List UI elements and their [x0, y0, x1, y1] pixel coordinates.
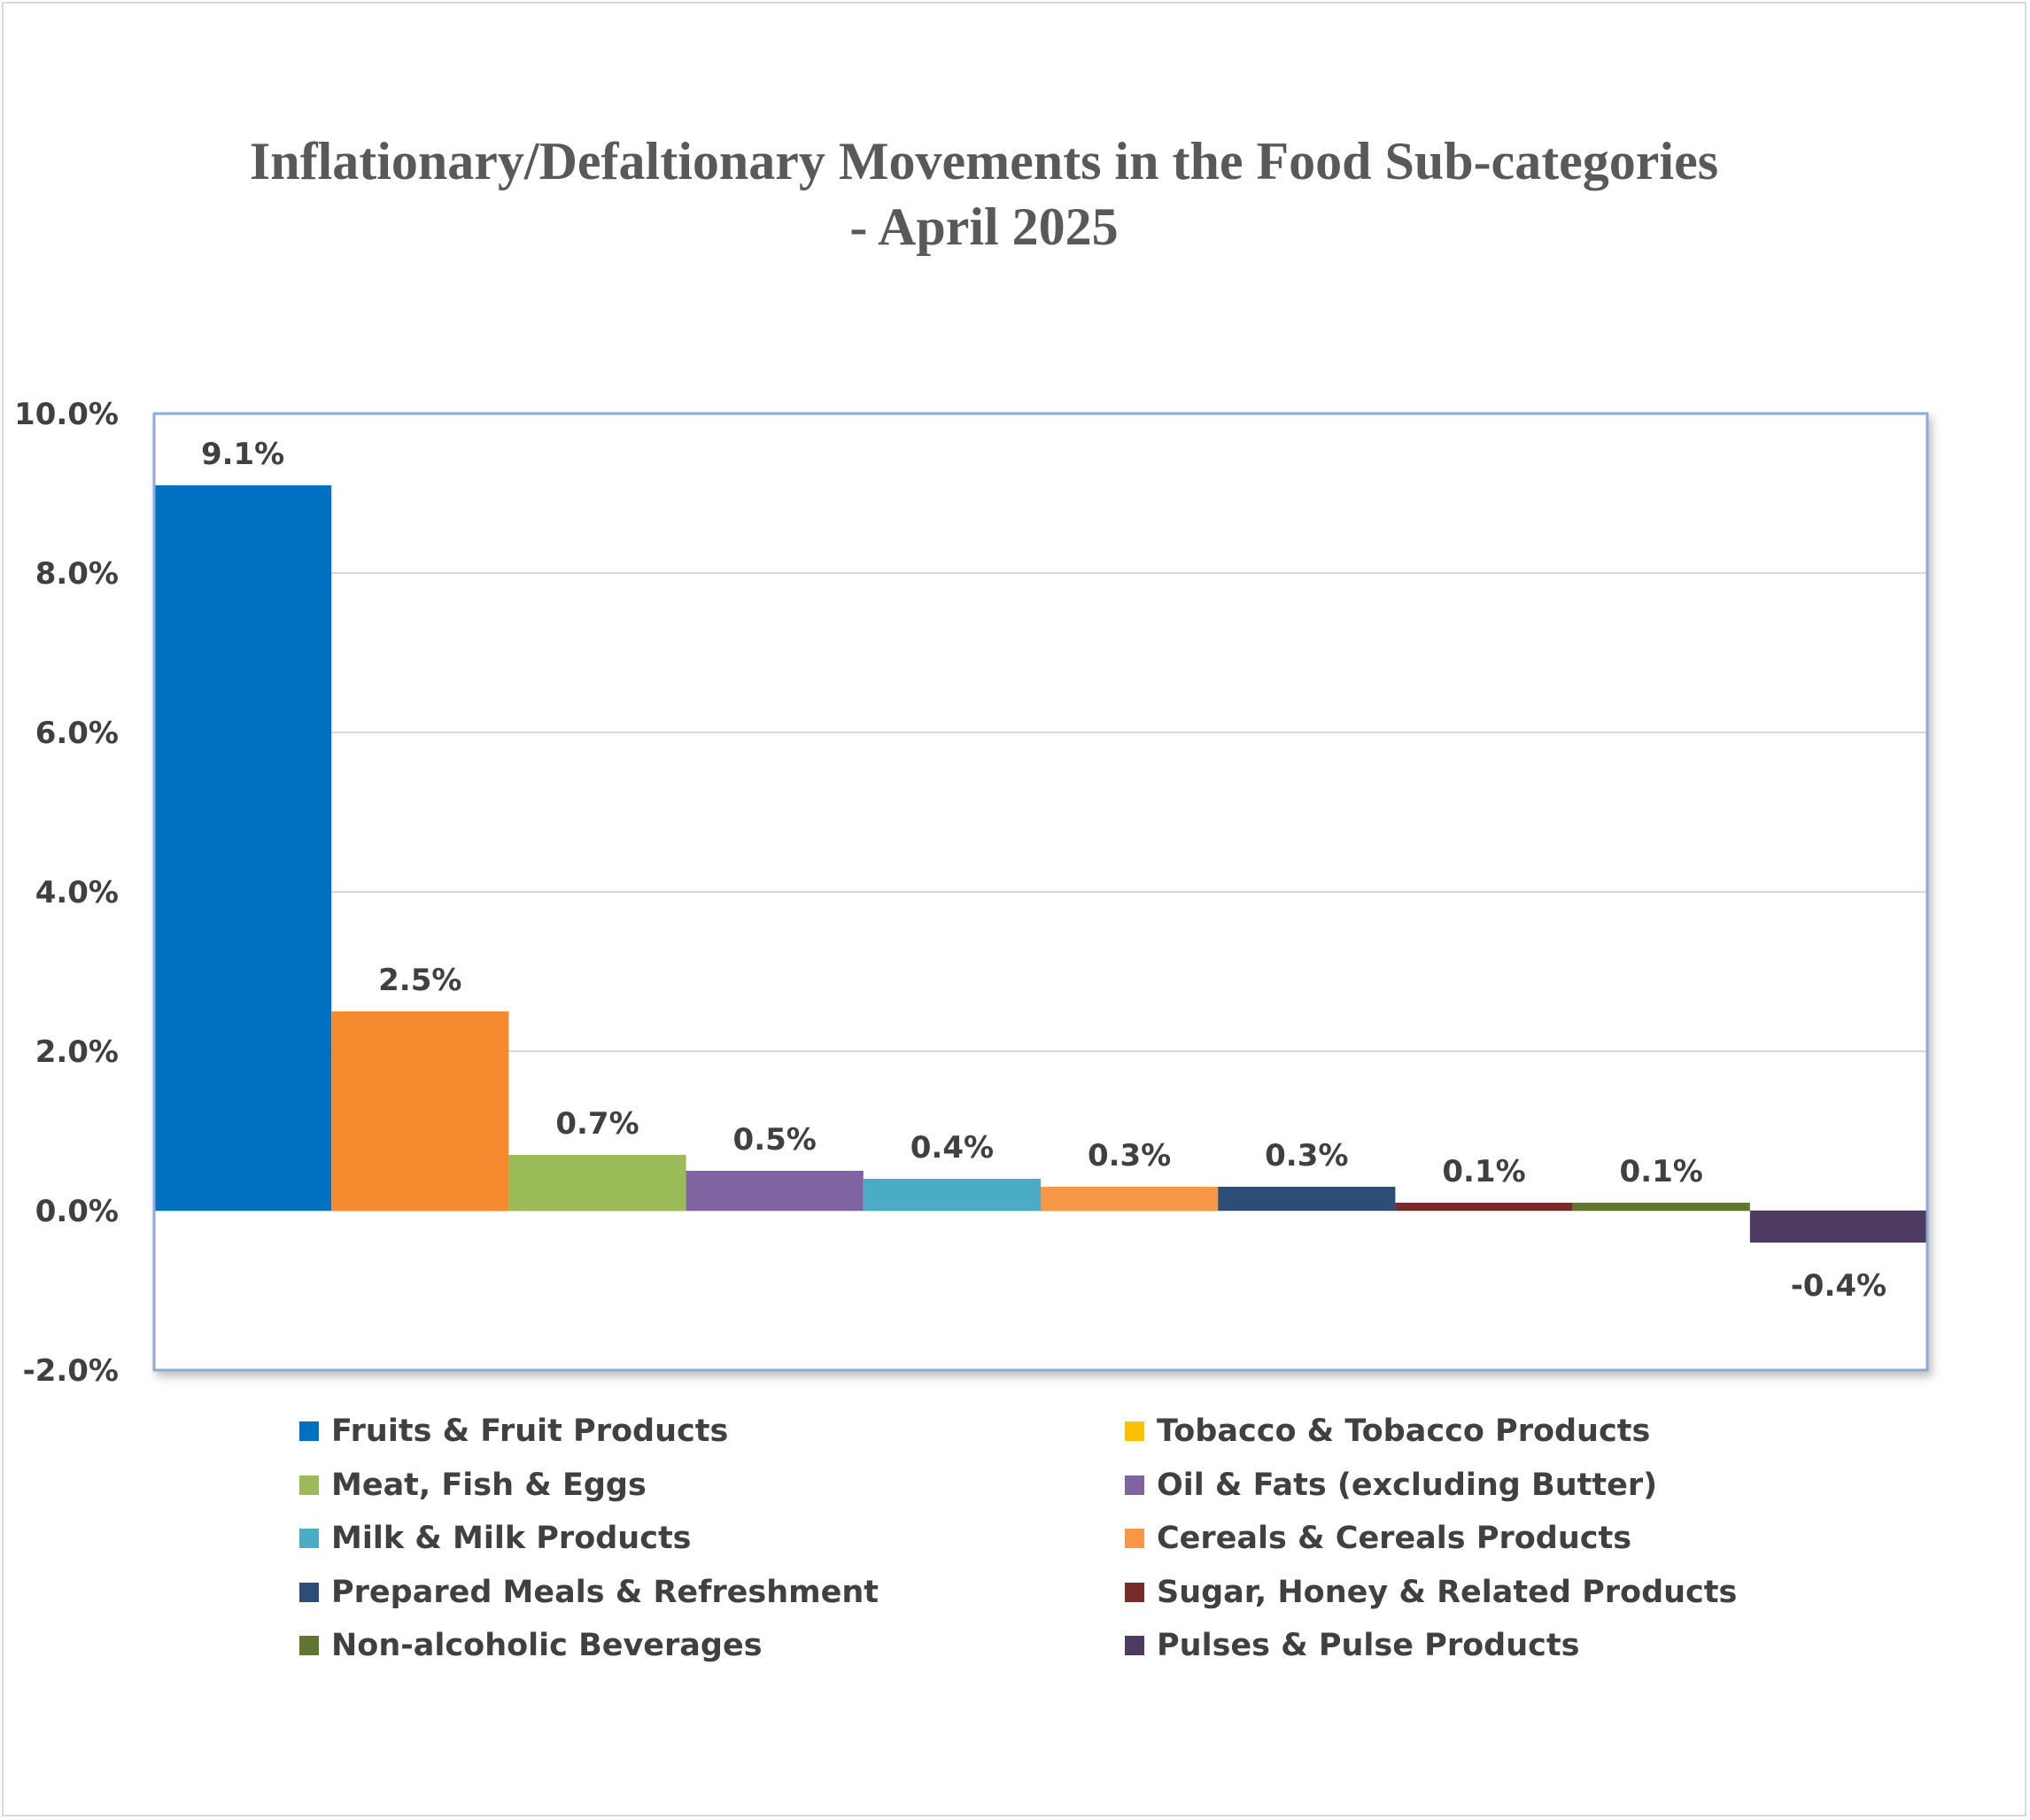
legend-label: Sugar, Honey & Related Products [1157, 1574, 1738, 1610]
legend-item: Meat, Fish & Eggs [299, 1464, 647, 1506]
legend-swatch [1125, 1421, 1144, 1441]
bar [1749, 1211, 1927, 1243]
plot-border [152, 412, 1929, 1372]
y-tick-label: 6.0% [35, 716, 119, 751]
data-label: 0.1% [1442, 1154, 1525, 1189]
data-label: 0.1% [1620, 1154, 1703, 1189]
legend-label: Pulses & Pulse Products [1157, 1628, 1580, 1663]
legend-item: Pulses & Pulse Products [1125, 1624, 1579, 1667]
bar [686, 1171, 864, 1211]
legend-swatch [299, 1636, 319, 1655]
legend-item: Fruits & Fruit Products [299, 1410, 728, 1452]
bar [154, 485, 332, 1211]
legend-swatch [299, 1475, 319, 1495]
bar [508, 1155, 686, 1211]
y-tick-label: 2.0% [35, 1034, 119, 1070]
chart-title: Inflationary/Defaltionary Movements in t… [0, 128, 1968, 259]
data-label: 9.1% [201, 437, 284, 472]
legend-item: Prepared Meals & Refreshment [299, 1571, 879, 1614]
data-label: 0.3% [1265, 1138, 1348, 1173]
legend-item: Sugar, Honey & Related Products [1125, 1571, 1737, 1614]
legend-swatch [1125, 1582, 1144, 1602]
y-axis-tick-labels: 10.0% 8.0% 6.0% 4.0% 2.0% 0.0% -2.0% [14, 397, 119, 1389]
data-label: -0.4% [1791, 1268, 1887, 1304]
legend-label: Meat, Fish & Eggs [331, 1467, 647, 1503]
bars [154, 485, 1927, 1243]
bar [1041, 1187, 1219, 1211]
data-label: 2.5% [378, 963, 461, 998]
y-tick-label: 8.0% [35, 556, 119, 592]
legend-swatch [299, 1582, 319, 1602]
chart-title-line-1: Inflationary/Defaltionary Movements in t… [249, 132, 1719, 190]
legend-item: Oil & Fats (excluding Butter) [1125, 1464, 1657, 1506]
y-tick-label: 4.0% [35, 875, 119, 910]
y-tick-label: -2.0% [23, 1353, 119, 1389]
legend-label: Cereals & Cereals Products [1157, 1521, 1632, 1556]
data-label: 0.7% [555, 1106, 639, 1142]
legend-swatch [299, 1529, 319, 1548]
legend-item: Tobacco & Tobacco Products [1125, 1410, 1650, 1452]
legend-label: Oil & Fats (excluding Butter) [1157, 1467, 1658, 1503]
legend-swatch [1125, 1529, 1144, 1548]
data-label: 0.4% [910, 1130, 994, 1166]
legend-label: Tobacco & Tobacco Products [1157, 1413, 1651, 1449]
legend-label: Fruits & Fruit Products [331, 1413, 729, 1449]
legend-swatch [299, 1421, 319, 1441]
chart-title-line-2: - April 2025 [849, 197, 1119, 256]
legend-swatch [1125, 1636, 1144, 1655]
legend-item: Milk & Milk Products [299, 1517, 692, 1560]
bar [1218, 1187, 1396, 1211]
bar [1395, 1203, 1573, 1211]
data-label: 0.5% [733, 1122, 817, 1158]
legend-swatch [1125, 1475, 1144, 1495]
bar [863, 1179, 1041, 1211]
y-tick-label: 10.0% [14, 397, 119, 432]
legend-label: Prepared Meals & Refreshment [331, 1574, 879, 1610]
data-labels: 9.1% 2.5% 0.7% 0.5% 0.4% 0.3% 0.3% 0.1% 0.1% -0.4… [201, 437, 1887, 1304]
legend-item: Cereals & Cereals Products [1125, 1517, 1631, 1560]
legend-label: Milk & Milk Products [331, 1521, 692, 1556]
y-tick-label: 0.0% [35, 1194, 119, 1229]
bar [1572, 1203, 1750, 1211]
data-label: 0.3% [1088, 1138, 1171, 1173]
legend-label: Non-alcoholic Beverages [331, 1628, 763, 1663]
bar [331, 1011, 509, 1211]
legend-item: Non-alcoholic Beverages [299, 1624, 763, 1667]
